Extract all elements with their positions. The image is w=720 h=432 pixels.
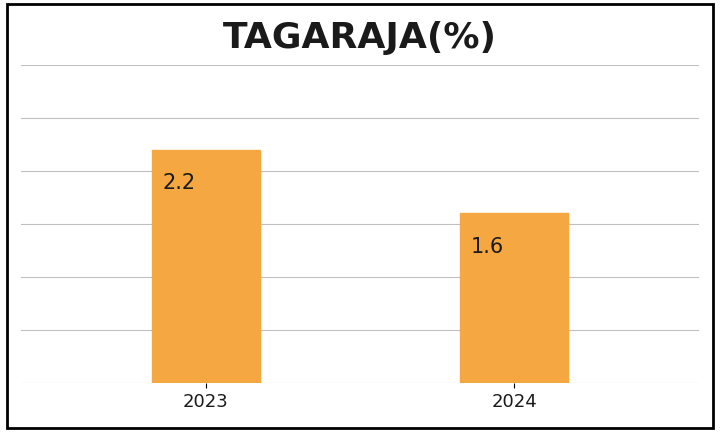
Text: 1.6: 1.6	[471, 237, 504, 257]
Bar	[460, 213, 568, 384]
Title: TAGARAJA(%): TAGARAJA(%)	[223, 21, 497, 55]
Text: 2.2: 2.2	[162, 173, 195, 193]
Bar	[152, 149, 260, 384]
